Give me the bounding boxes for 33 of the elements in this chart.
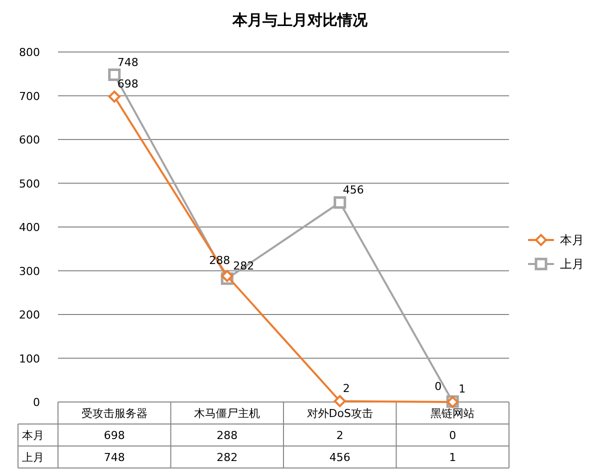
x-tick-label: 对外DoS攻击: [306, 407, 373, 420]
text: 282: [233, 260, 254, 273]
y-tick-label: 600: [19, 134, 40, 146]
data-label: 1: [449, 451, 456, 464]
text: 本月: [22, 429, 44, 442]
x-tick-label: 黑链网站: [430, 407, 475, 420]
y-tick-label: 100: [19, 352, 40, 366]
data-label: 456: [329, 451, 350, 464]
text: 748: [117, 56, 138, 69]
y-tick-label: 300: [19, 264, 40, 278]
y-tick-label: 0: [33, 396, 40, 409]
data-label: 282: [216, 451, 238, 464]
y-tick-label: 700: [19, 90, 40, 103]
y-tick-label: 500: [19, 177, 40, 190]
text: 上月: [22, 451, 44, 464]
text: 2: [342, 382, 350, 396]
legend-label: 本月: [560, 233, 584, 247]
data-label: 698: [104, 429, 125, 442]
y-tick-label: 800: [19, 46, 40, 59]
data-label: 288: [216, 429, 238, 442]
text: 0: [434, 380, 442, 393]
y-tick-label: 200: [19, 308, 40, 322]
y-tick-label: 400: [19, 221, 40, 234]
text: 456: [342, 184, 364, 196]
chart-title: 本月与上月对比情况: [232, 11, 368, 29]
x-tick-label: 木马僵尸主机: [194, 407, 260, 420]
data-label: 748: [104, 451, 125, 464]
data-label: 2: [336, 429, 344, 442]
legend-label: 上月: [560, 257, 584, 271]
data-label: 0: [449, 429, 456, 442]
text: 698: [117, 78, 138, 91]
x-tick-label: 受攻击服务器: [81, 407, 148, 420]
text: 1: [458, 382, 466, 396]
